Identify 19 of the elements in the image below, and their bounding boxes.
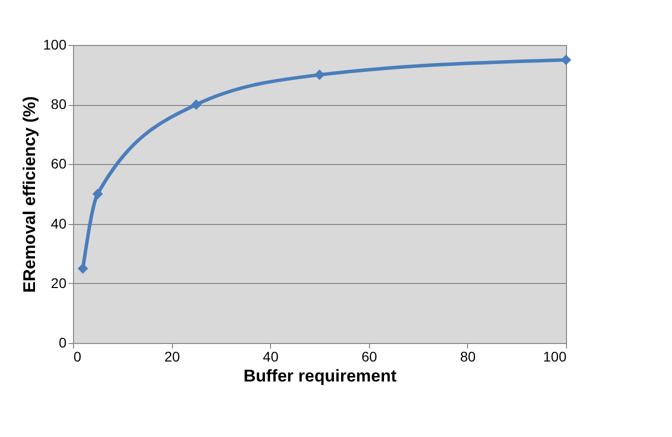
- y-tick-label: 20: [50, 274, 67, 291]
- x-tick-label: 0: [74, 348, 82, 364]
- point: [78, 263, 88, 274]
- y-tick-label: 100: [43, 36, 67, 52]
- x-tick-label: 100: [543, 348, 567, 364]
- y-tick-label: 40: [50, 215, 67, 232]
- x-tick-label: 20: [164, 348, 180, 364]
- y-tick-label: 80: [50, 96, 67, 112]
- x-tick-label: 60: [362, 348, 378, 364]
- y-tick-label: 0: [58, 334, 67, 350]
- y-tick-label: 60: [50, 156, 67, 172]
- x-axis-title: Buffer requirement: [243, 366, 397, 386]
- y-axis-title: ERemoval efficiency (%): [20, 96, 40, 293]
- x-tick-label: 40: [262, 348, 279, 364]
- point: [314, 70, 325, 80]
- point: [560, 54, 572, 66]
- point: [191, 99, 202, 110]
- point: [92, 188, 103, 200]
- x-tick-label: 80: [460, 348, 476, 364]
